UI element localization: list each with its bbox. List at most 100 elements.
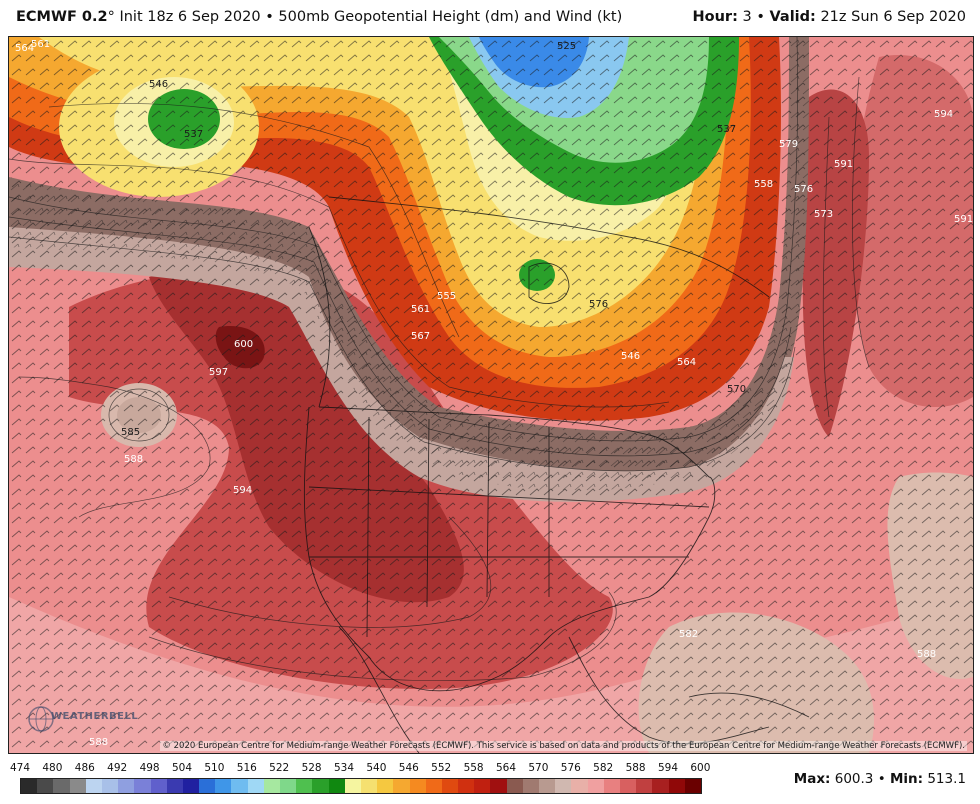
valid-time-block: Hour: 3 • Valid: 21z Sun 6 Sep 2020: [693, 9, 967, 25]
scale-swatch: [506, 779, 523, 793]
min-label: Min:: [889, 771, 924, 787]
political-borders: [303, 196, 810, 753]
contour-label: 585: [121, 427, 140, 438]
scale-tick-label: 534: [333, 762, 355, 774]
scale-tick-label: 546: [398, 762, 419, 774]
color-scale-bar: [20, 778, 702, 794]
scale-swatch: [539, 779, 556, 793]
contour-label: 591: [954, 214, 973, 225]
contour-label: 600: [234, 339, 253, 350]
contour-label: 561: [411, 304, 430, 315]
scale-swatch: [215, 779, 232, 793]
degree-mark: °: [107, 9, 115, 25]
scale-swatch: [328, 779, 345, 793]
model-name: ECMWF 0.2: [16, 9, 108, 25]
scale-tick-label: 594: [657, 762, 679, 774]
title-bullet: •: [265, 9, 274, 25]
scale-tick-label: 480: [42, 762, 63, 774]
contour-label: 567: [411, 331, 430, 342]
scale-tick-label: 582: [593, 762, 614, 774]
scale-swatch: [118, 779, 135, 793]
scale-swatch: [409, 779, 426, 793]
scale-swatch: [619, 779, 637, 793]
contour-label: 546: [149, 79, 168, 90]
footer-legend: 474 480 486 492 498 504 510 516 522 528 534 540 546 5…: [0, 756, 980, 804]
contour-label: 576: [589, 299, 608, 310]
scale-swatch: [360, 779, 378, 793]
scale-tick-label: 492: [107, 762, 128, 774]
scale-swatch: [247, 779, 264, 793]
scale-tick-label: 576: [560, 762, 581, 774]
scale-swatch: [587, 779, 604, 793]
contour-label: 537: [717, 124, 736, 135]
scale-tick-label: 474: [9, 762, 31, 774]
scale-swatch: [603, 779, 620, 793]
scale-swatch: [458, 779, 475, 793]
contour-label: 594: [934, 109, 953, 120]
scale-swatch: [150, 779, 167, 793]
scale-swatch: [182, 779, 200, 793]
scale-swatch: [21, 779, 38, 793]
scale-swatch: [490, 779, 507, 793]
scale-tick-label: 498: [139, 762, 160, 774]
scale-swatch: [69, 779, 86, 793]
scale-swatch: [53, 779, 70, 793]
scale-swatch: [684, 779, 701, 793]
contour-label: 555: [437, 291, 456, 302]
scale-tick-label: 504: [171, 762, 193, 774]
contour-label: 561: [31, 39, 50, 50]
contour-label: 588: [124, 454, 143, 465]
contour-label: 570: [727, 384, 746, 395]
product-name: 500mb Geopotential Height (dm) and Wind …: [278, 9, 623, 25]
scale-swatch: [652, 779, 669, 793]
scale-swatch: [231, 779, 248, 793]
contour-label: 582: [679, 629, 698, 640]
scale-tick-label: 570: [528, 762, 549, 774]
scale-tick-label: 522: [269, 762, 290, 774]
contour-label: 576: [794, 184, 813, 195]
max-label: Max:: [793, 771, 831, 787]
header-bar: ECMWF 0.2° Init 18z 6 Sep 2020 • 500mb G…: [0, 0, 980, 36]
scale-tick-label: 588: [625, 762, 646, 774]
scale-swatch: [393, 779, 410, 793]
scale-swatch: [296, 779, 313, 793]
contour-label: 588: [917, 649, 936, 660]
scale-swatch: [85, 779, 102, 793]
weatherbell-logo: WEATHERBELL: [27, 701, 138, 737]
wind-barbs-layer: [9, 37, 973, 753]
contour-label: 564: [15, 43, 34, 54]
scale-swatch: [101, 779, 119, 793]
valid-bullet: •: [756, 9, 765, 25]
scale-swatch: [312, 779, 329, 793]
scale-swatch: [199, 779, 216, 793]
scale-swatch: [344, 779, 361, 793]
contour-label: 525: [557, 41, 576, 52]
scale-tick-label: 564: [495, 762, 517, 774]
max-value: 600.3: [834, 771, 874, 787]
scale-tick-label: 552: [431, 762, 452, 774]
jet-wind-barbs: [9, 37, 809, 491]
init-time: Init 18z 6 Sep 2020: [119, 9, 261, 25]
contour-label: 579: [779, 139, 798, 150]
scale-swatch: [522, 779, 539, 793]
contour-label: 573: [814, 209, 833, 220]
scale-swatch: [166, 779, 183, 793]
scale-swatch: [668, 779, 685, 793]
scale-tick-label: 528: [301, 762, 322, 774]
scale-tick-label: 540: [366, 762, 387, 774]
contour-labels: 564 537 576 537 525 558 579 576 573 591 …: [15, 39, 973, 748]
scale-swatch: [425, 779, 442, 793]
scale-swatch: [377, 779, 394, 793]
contour-label: 588: [89, 737, 108, 748]
color-scale-labels: 474 480 486 492 498 504 510 516 522 528 534 540 546 5…: [10, 762, 710, 776]
weather-map[interactable]: 564 537 576 537 525 558 579 576 573 591 …: [8, 36, 974, 754]
scale-swatch: [636, 779, 653, 793]
contour-label: 558: [754, 179, 773, 190]
scale-swatch: [571, 779, 588, 793]
scale-tick-label: 600: [690, 762, 711, 774]
scale-tick-label: 510: [204, 762, 225, 774]
valid-value: 21z Sun 6 Sep 2020: [820, 9, 966, 25]
copyright-notice: © 2020 European Centre for Medium-range …: [160, 741, 967, 751]
scale-swatch: [280, 779, 297, 793]
max-min-readout: Max: 600.3 • Min: 513.1: [794, 771, 966, 787]
